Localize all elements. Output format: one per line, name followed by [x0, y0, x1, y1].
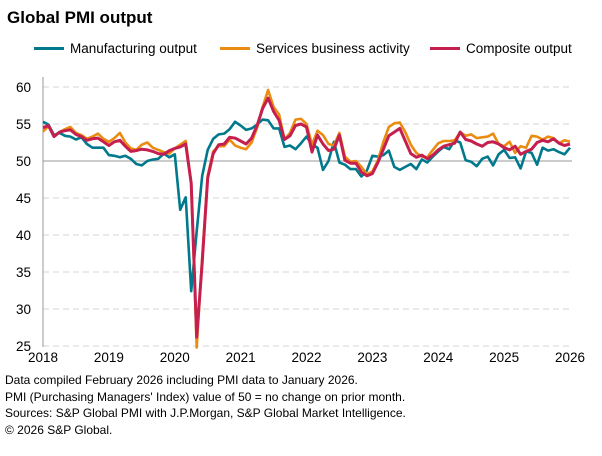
footer-note-sources: Sources: S&P Global PMI with J.P.Morgan,… — [5, 406, 406, 420]
footer-copyright: © 2026 S&P Global. — [5, 422, 113, 437]
legend-item-composite: Composite output — [430, 41, 572, 56]
x-tick-label: 2026 — [555, 350, 585, 365]
chart-title: Global PMI output — [7, 8, 153, 27]
y-tick-label: 25 — [16, 339, 31, 354]
series-line-composite-output — [42, 96, 571, 339]
y-tick-label: 30 — [16, 302, 31, 317]
y-tick-label: 45 — [16, 191, 31, 206]
y-tick-label: 40 — [16, 228, 31, 243]
footer-note-pmi: PMI (Purchasing Managers' Index) value o… — [5, 389, 406, 404]
legend-label: Services business activity — [256, 41, 410, 56]
legend-label: Manufacturing output — [70, 41, 197, 56]
legend-swatch-services — [220, 47, 250, 50]
legend-item-services: Services business activity — [220, 41, 410, 56]
series-line-services-business-activity — [42, 88, 571, 349]
legend-label: Composite output — [466, 41, 572, 56]
y-tick-label: 35 — [16, 265, 31, 280]
y-tick-label: 50 — [16, 154, 31, 169]
legend: Manufacturing output Services business a… — [0, 41, 602, 59]
x-tick-label: 2020 — [160, 350, 190, 365]
series-line-manufacturing-output — [42, 118, 571, 293]
legend-swatch-composite — [430, 47, 460, 50]
y-tick-label: 60 — [16, 80, 31, 95]
x-tick-label: 2021 — [226, 350, 256, 365]
x-tick-label: 2025 — [489, 350, 519, 365]
x-tick-label: 2018 — [28, 350, 58, 365]
x-tick-label: 2019 — [94, 350, 124, 365]
y-tick-label: 55 — [16, 117, 31, 132]
legend-swatch-manufacturing — [34, 47, 64, 50]
footer-note-compiled: Data compiled February 2026 including PM… — [5, 373, 358, 387]
x-tick-label: 2023 — [357, 350, 387, 365]
legend-item-manufacturing: Manufacturing output — [34, 41, 197, 56]
x-tick-label: 2022 — [291, 350, 321, 365]
x-tick-label: 2024 — [423, 350, 454, 365]
